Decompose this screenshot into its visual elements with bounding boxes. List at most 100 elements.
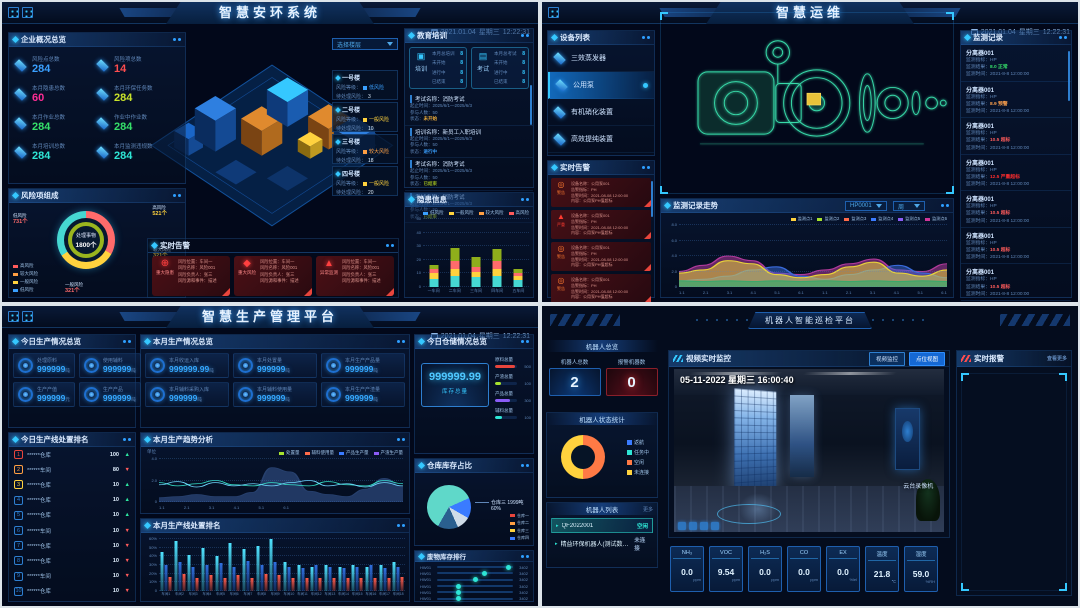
ranking-row: 9 ******车间 10 ▼ bbox=[9, 569, 135, 584]
stat-item: 本月监测违规数 284 bbox=[96, 142, 179, 162]
trend-legend: 监测点1 监测点2 监测点3 监测点4 监测点5 监测点6 bbox=[790, 216, 947, 222]
inventory-total: 999999.99 库存总量 bbox=[421, 363, 489, 407]
panel-dots-icon bbox=[386, 244, 394, 247]
panel-title: 本月生产情况总览 bbox=[153, 337, 213, 346]
legend-item: 仓库三 bbox=[510, 528, 529, 534]
panel-dots-icon bbox=[521, 340, 529, 343]
scrollbar[interactable] bbox=[530, 85, 532, 125]
q4-header: 机器人智能巡检平台 bbox=[542, 310, 1078, 332]
building-card[interactable]: 三号楼 风险等级： 较大风险 待处理风险： 18 bbox=[332, 134, 398, 164]
legend-item: 辅料使用量 bbox=[304, 450, 334, 456]
gauge-icon bbox=[18, 387, 33, 402]
dashboard-production: 智慧生产管理平台 2021.01.04星期三12:22:31 今日生产情况总览 … bbox=[2, 306, 538, 606]
alert-icon: ⊕ bbox=[160, 258, 170, 269]
legend-item: 一般风险 bbox=[13, 279, 38, 285]
building-card[interactable]: 二号楼 风险等级： 一般风险 待处理风险： 10 bbox=[332, 102, 398, 132]
home-icon[interactable] bbox=[8, 7, 19, 18]
trend-arrow-icon: ▲ bbox=[124, 512, 130, 519]
storage-bar: 产渣总量 100 bbox=[495, 374, 531, 386]
period-select[interactable]: 周 bbox=[893, 201, 925, 211]
exam-record[interactable]: 培训名称：新员工入职培训 起止时间：2025/6/1—2025/6/3 参与人数… bbox=[405, 126, 533, 159]
menu-grid-icon[interactable] bbox=[22, 7, 33, 18]
video-toolbar[interactable] bbox=[678, 522, 719, 530]
device-icon bbox=[553, 105, 566, 119]
panel-title: 实时报警 bbox=[974, 354, 1004, 363]
cube-icon bbox=[96, 116, 109, 130]
diamond-icon bbox=[417, 337, 426, 346]
trend-arrow-icon: ▲ bbox=[124, 497, 130, 504]
diamond-icon bbox=[11, 191, 20, 200]
cube-icon bbox=[96, 87, 109, 101]
video-feed[interactable]: 05-11-2022 星期三 16:00:40 云台录像机 bbox=[674, 369, 944, 532]
monitor-record: 分离器001 监测指标：HP 监测结果：10.5 超标 监测时间：2021-8-… bbox=[961, 228, 1071, 265]
legend-item: 高风险 bbox=[13, 263, 38, 269]
exam-record[interactable]: 考试名称：消防考试 起止时间：2025/6/1—2025/6/3 参与人数：50… bbox=[405, 93, 533, 126]
device-select[interactable]: HP0001 bbox=[845, 201, 887, 211]
diamond-icon bbox=[143, 337, 152, 346]
device-item[interactable]: 公用泵 bbox=[548, 72, 654, 99]
production-trend-chart: 0 2.0 4.0 bbox=[151, 456, 403, 504]
floor-select[interactable]: 选择楼层 bbox=[332, 38, 398, 50]
view-more-link[interactable]: 查看更多 bbox=[1046, 356, 1067, 362]
caret-right-icon: ▸ bbox=[556, 522, 559, 529]
monitor-record: 分离器001 监测指标：HP 监测结果：10.5 超标 监测时间：2021-8-… bbox=[961, 118, 1071, 155]
waste-row: HW01 3402 bbox=[420, 589, 528, 595]
cube-icon bbox=[14, 58, 27, 72]
danger-legend: 低风险 一般风险 较大风险 高风险 bbox=[423, 210, 529, 216]
machine-3d-model bbox=[697, 40, 947, 145]
status-legend: 返航 任务中 空闲 未连接 bbox=[626, 439, 649, 476]
kpi-card: 生产产品 999999吨 bbox=[78, 382, 141, 407]
gauge-icon bbox=[83, 358, 99, 373]
panel-dots-icon bbox=[521, 554, 529, 558]
dashboard-smart-ops: 智慧运维 2021.01.04星期三12:22:31 设备列表 三效蒸发器 公用… bbox=[542, 2, 1078, 302]
legend-item: 仓库二 bbox=[510, 520, 529, 526]
legend-item: 仓库四 bbox=[510, 535, 529, 541]
edu-summary-card: ▣ 培训 本月总培训 8 未开始 8 进行中 8 已结束 8 bbox=[409, 47, 467, 89]
scrollbar[interactable] bbox=[1068, 51, 1070, 101]
panel-month-trend: 本月生产趋势分析 单位 处置量 辅料使用量 产品生产量 产渣生产量 0 2.0 4.0 1… bbox=[140, 432, 410, 514]
slider-dot bbox=[473, 577, 478, 583]
diamond-icon bbox=[963, 33, 972, 42]
building-card[interactable]: 一号楼 风险等级： 低风险 待处理风险： 3 bbox=[332, 70, 398, 100]
x-axis: 1.1 2.1 3.1 4.1 5.1 6.1 1.1 2.1 3.1 4.1 5.1 6.1 bbox=[679, 290, 947, 295]
diamond-icon bbox=[335, 138, 341, 145]
point-view-button[interactable]: 点位视图 bbox=[908, 351, 945, 366]
more-link[interactable]: 更多 bbox=[642, 507, 653, 513]
device-item[interactable]: 三效蒸发器 bbox=[548, 45, 654, 72]
diamond-icon bbox=[663, 201, 672, 210]
ranking-row: 5 ******仓库 10 ▲ bbox=[9, 508, 135, 523]
alert-card: ▲ 异常监测 风险位置：车间一 风险名称：风险001 风险负责人：张三 风险源和事件… bbox=[316, 256, 394, 296]
sensor-card: VOC 9.54 ppm bbox=[709, 546, 743, 592]
ops-alert-card: ◎ 警告 设备名称：公用泵001 告警指标：PH 告警时间：2021-08-08 … bbox=[551, 242, 651, 271]
exam-record[interactable]: 考试名称：消防考试 起止时间：2025/6/1—2025/6/3 参与人数：50… bbox=[405, 158, 533, 191]
stat-item: 本月作业总数 284 bbox=[14, 113, 97, 133]
home-icon[interactable] bbox=[8, 311, 19, 322]
panel-storage-overview: 今日仓储情况总览 999999.99 库存总量 原料总量 500 产渣总量 10… bbox=[414, 334, 534, 454]
panel-waste-ranking: 废物库存排行 HW01 3402 HW01 3402 HW01 3402 HW0… bbox=[414, 550, 534, 602]
cube-icon bbox=[14, 116, 27, 130]
home-icon[interactable] bbox=[548, 7, 559, 18]
building-card[interactable]: 四号楼 风险等级： 一般风险 待处理风险： 20 bbox=[332, 166, 398, 196]
pie-legend: 仓库一 仓库二 仓库三 仓库四 bbox=[510, 513, 529, 542]
ranking-row: 4 ******仓库 10 ▲ bbox=[9, 493, 135, 508]
diamond-icon bbox=[143, 521, 152, 530]
video-monitor-button[interactable]: 视频监控 bbox=[868, 351, 905, 366]
robot-row[interactable]: ▸ 精益环保机器人(测试数据用1) 未连接 bbox=[555, 537, 646, 552]
menu-grid-icon[interactable] bbox=[22, 311, 33, 322]
risk-donut-chart bbox=[57, 211, 115, 269]
robot-row[interactable]: ▸ QF2022001 空闲 bbox=[551, 518, 653, 533]
robot-status-donut bbox=[561, 435, 605, 479]
device-item[interactable]: 高效提纯装置 bbox=[548, 126, 654, 153]
gauge-icon bbox=[238, 387, 253, 402]
scrollbar[interactable] bbox=[651, 181, 653, 217]
robot-overview-label: 机器人总览 bbox=[546, 340, 658, 352]
gauge-icon bbox=[238, 358, 253, 373]
diamond-icon bbox=[550, 163, 559, 172]
panel-ops-alerts: 实时告警 ◎ 警告 设备名称：公用泵001 告警指标：PH 告警时间：2021-0… bbox=[547, 160, 655, 302]
panel-realtime-alerts: 实时告警 ⊕ 重大隐患 风险位置：车间一 风险名称：风险001 风险负责人：张三风… bbox=[147, 238, 399, 298]
machine-3d-view bbox=[660, 12, 954, 194]
warehouse-pie-chart bbox=[427, 485, 471, 529]
device-item[interactable]: 有机硝化装置 bbox=[548, 99, 654, 126]
cube-icon bbox=[14, 146, 27, 159]
storage-bar: 原料总量 500 bbox=[495, 357, 531, 369]
